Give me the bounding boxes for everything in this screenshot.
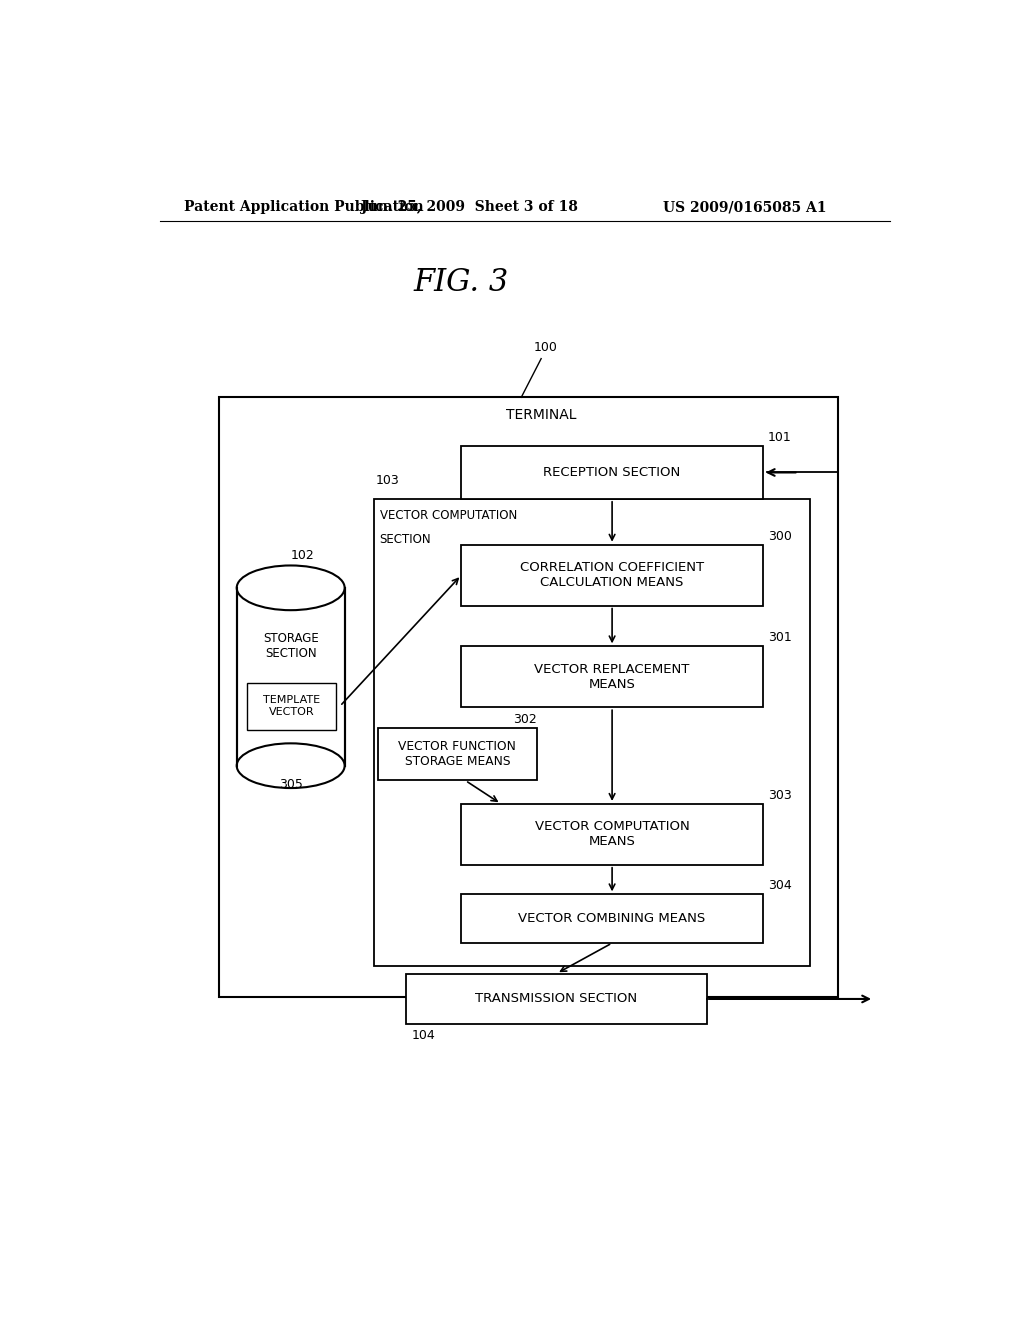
Ellipse shape xyxy=(237,565,345,610)
Text: VECTOR COMPUTATION: VECTOR COMPUTATION xyxy=(380,510,517,521)
Text: 304: 304 xyxy=(768,879,792,892)
Text: US 2009/0165085 A1: US 2009/0165085 A1 xyxy=(663,201,826,214)
Text: VECTOR REPLACEMENT
MEANS: VECTOR REPLACEMENT MEANS xyxy=(535,663,690,690)
Text: Jun. 25, 2009  Sheet 3 of 18: Jun. 25, 2009 Sheet 3 of 18 xyxy=(360,201,578,214)
Text: FIG. 3: FIG. 3 xyxy=(414,267,509,298)
Bar xyxy=(374,499,811,966)
Bar xyxy=(406,974,708,1024)
Text: 303: 303 xyxy=(768,789,792,801)
Bar xyxy=(461,804,763,865)
Bar xyxy=(219,397,839,997)
Text: Patent Application Publication: Patent Application Publication xyxy=(183,201,423,214)
Text: 102: 102 xyxy=(291,549,314,562)
Bar xyxy=(237,587,345,766)
Text: SECTION: SECTION xyxy=(380,533,431,546)
Bar xyxy=(461,545,763,606)
Text: TRANSMISSION SECTION: TRANSMISSION SECTION xyxy=(475,993,638,1006)
Text: 103: 103 xyxy=(376,474,399,487)
Text: TEMPLATE
VECTOR: TEMPLATE VECTOR xyxy=(263,696,321,717)
Bar xyxy=(461,446,763,499)
Text: VECTOR COMBINING MEANS: VECTOR COMBINING MEANS xyxy=(518,912,706,925)
Text: 104: 104 xyxy=(412,1030,436,1043)
Text: 301: 301 xyxy=(768,631,792,644)
Text: VECTOR FUNCTION
STORAGE MEANS: VECTOR FUNCTION STORAGE MEANS xyxy=(398,741,516,768)
Bar xyxy=(247,682,336,730)
Text: 100: 100 xyxy=(534,341,557,354)
Text: STORAGE
SECTION: STORAGE SECTION xyxy=(263,632,318,660)
Bar xyxy=(461,647,763,708)
Text: VECTOR COMPUTATION
MEANS: VECTOR COMPUTATION MEANS xyxy=(535,820,689,849)
Bar xyxy=(461,894,763,942)
Text: RECEPTION SECTION: RECEPTION SECTION xyxy=(544,466,681,479)
Bar xyxy=(378,727,537,780)
Text: TERMINAL: TERMINAL xyxy=(506,408,577,421)
Text: 101: 101 xyxy=(768,432,792,444)
Ellipse shape xyxy=(237,743,345,788)
Text: 300: 300 xyxy=(768,529,792,543)
Text: 305: 305 xyxy=(279,777,303,791)
Text: 302: 302 xyxy=(513,713,537,726)
Text: CORRELATION COEFFICIENT
CALCULATION MEANS: CORRELATION COEFFICIENT CALCULATION MEAN… xyxy=(520,561,705,589)
